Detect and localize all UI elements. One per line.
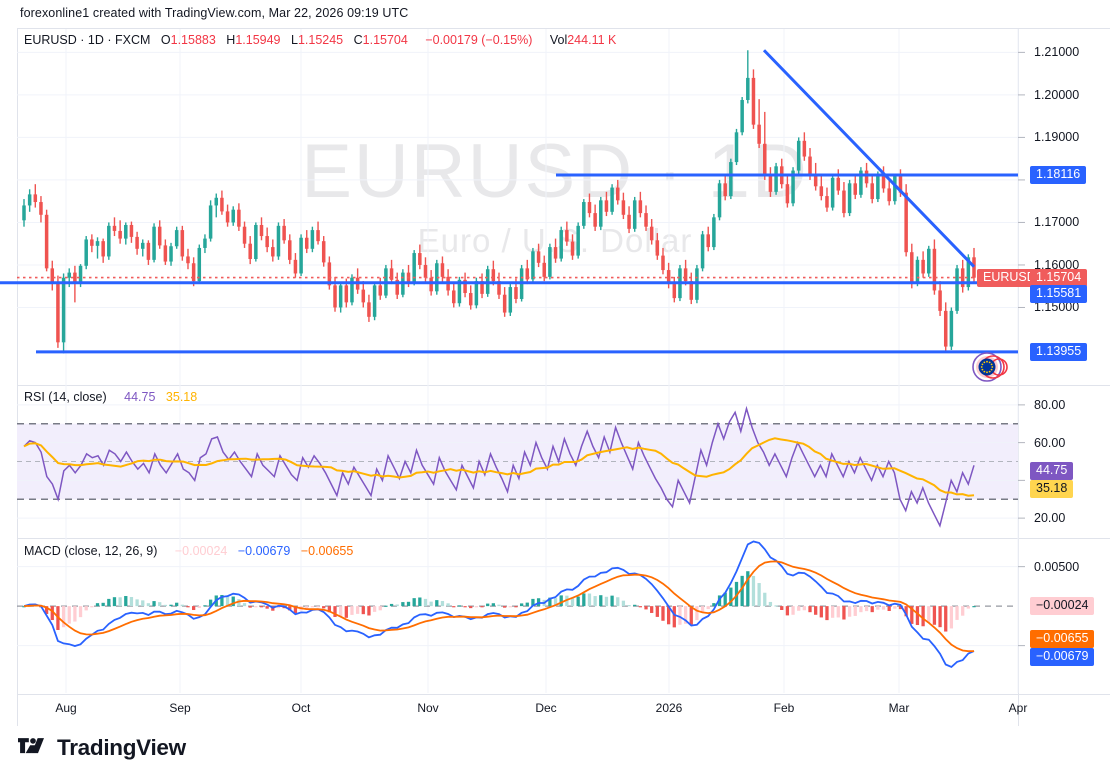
tradingview-logo-icon (18, 737, 44, 753)
rsi-legend: RSI (14, close) 44.75 35.18 (24, 390, 197, 404)
main-chart-legend: EURUSD · 1D · FXCM O1.15883 H1.15949 L1.… (24, 33, 616, 47)
macd-line-badge[interactable]: −0.00679 (1030, 647, 1095, 666)
macd-legend-title: MACD (close, 12, 26, 9) (24, 544, 158, 558)
legend-open-key: O (160, 33, 171, 47)
rsi-axis-tick: 20.00 (1034, 511, 1066, 526)
rsi-legend-title: RSI (14, close) (24, 390, 107, 404)
time-axis-tick: Nov (417, 701, 439, 715)
rsi-legend-ma-value: 35.18 (165, 390, 198, 404)
left-frame-edge (17, 28, 18, 726)
time-axis-tick: Oct (291, 701, 311, 715)
tradingview-footer: TradingView (18, 735, 186, 761)
last-price-badge[interactable]: 1.15704 (1030, 268, 1088, 287)
time-axis-tick: Sep (169, 701, 191, 715)
symbol-price-tag[interactable]: EURUSD (977, 268, 1042, 287)
macd-legend: MACD (close, 12, 26, 9) −0.00024 −0.0067… (24, 544, 353, 558)
time-axis-tick: Aug (55, 701, 77, 715)
price-axis-tick: 1.20000 (1034, 87, 1080, 102)
legend-low-value: 1.15245 (297, 33, 344, 47)
rsi-legend-value: 44.75 (124, 390, 156, 404)
legend-volume-key: Vol (549, 33, 568, 47)
legend-close-value: 1.15704 (362, 33, 408, 47)
macd-pane-top-border (17, 538, 1110, 539)
price-chart-canvas (0, 29, 1025, 693)
legend-low-key: L (291, 33, 298, 47)
price-axis-tick: 1.19000 (1034, 130, 1080, 145)
price-axis-tick: 1.21000 (1034, 45, 1080, 60)
rsi-axis-tick: 60.00 (1034, 435, 1066, 450)
macd-legend-hist: −0.00024 (174, 544, 228, 558)
time-axis-tick: Dec (535, 701, 557, 715)
time-axis-top-border (17, 694, 1110, 695)
legend-open-value: 1.15883 (170, 33, 216, 47)
legend-high-value: 1.15949 (235, 33, 281, 47)
legend-close-key: C (353, 33, 363, 47)
time-axis-tick: Mar (888, 701, 910, 715)
legend-symbol: EURUSD · 1D · FXCM (24, 33, 151, 47)
tradingview-brand-name: TradingView (57, 735, 186, 760)
bid-price-badge[interactable]: 1.15581 (1030, 284, 1088, 303)
price-axis-tick: 1.17000 (1034, 215, 1080, 230)
resistance-price-badge[interactable]: 1.18116 (1030, 165, 1087, 184)
price-axis-tick: 1.15000 (1034, 300, 1080, 315)
time-axis-tick: Apr (1008, 701, 1028, 715)
macd-legend-macd: −0.00679 (237, 544, 291, 558)
legend-high-key: H (226, 33, 236, 47)
time-axis-tick: 2026 (655, 701, 683, 715)
attribution-text: forexonline1 created with TradingView.co… (20, 6, 409, 20)
rsi-pane-top-border (17, 385, 1110, 386)
macd-hist-badge[interactable]: −0.00024 (1030, 597, 1095, 616)
support-price-badge[interactable]: 1.13955 (1030, 342, 1088, 361)
main-pane-top-border (17, 28, 1110, 29)
rsi-value-badge[interactable]: 44.75 (1030, 462, 1074, 481)
macd-axis-tick: 0.00500 (1034, 559, 1080, 574)
legend-volume-value: 244.11 K (567, 33, 617, 47)
rsi-axis-tick: 80.00 (1034, 397, 1066, 412)
price-axis-tick: 1.16000 (1034, 257, 1080, 272)
macd-legend-signal: −0.00655 (300, 544, 354, 558)
legend-change: −0.00179 (−0.15%) (425, 33, 533, 47)
time-axis-tick: Feb (773, 701, 795, 715)
rsi-ma-badge[interactable]: 35.18 (1030, 480, 1074, 499)
macd-signal-badge[interactable]: −0.00655 (1030, 629, 1095, 648)
